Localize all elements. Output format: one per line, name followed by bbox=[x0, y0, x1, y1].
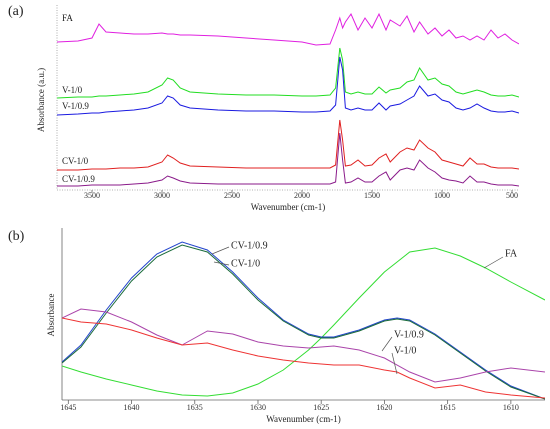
series-line bbox=[62, 241, 545, 400]
y-axis-title: Absorbance bbox=[46, 294, 56, 337]
x-tick-label: 1000 bbox=[434, 191, 450, 200]
series-label: CV-1/0 bbox=[231, 258, 260, 269]
leader-line bbox=[381, 336, 393, 352]
x-tick-label: 1630 bbox=[250, 403, 266, 412]
series-line bbox=[62, 247, 545, 397]
x-tick-label: 1640 bbox=[124, 403, 140, 412]
x-tick-label: 2500 bbox=[224, 191, 240, 200]
series-label: V-1/0 bbox=[394, 345, 416, 356]
x-axis-title: Wavenumber (cm-1) bbox=[251, 202, 326, 212]
leader-line bbox=[483, 256, 504, 269]
series-label: CV-1/0.9 bbox=[62, 174, 95, 184]
x-tick-label: 1615 bbox=[440, 403, 456, 412]
y-axis-title: Absorbance (a.u.) bbox=[36, 68, 46, 132]
series-line bbox=[57, 119, 519, 171]
series-label: V-1/0.9 bbox=[394, 329, 424, 340]
series-line bbox=[62, 308, 545, 383]
series-label: CV-1/0.9 bbox=[231, 240, 268, 251]
series-label: FA bbox=[505, 248, 518, 259]
x-axis-title: Wavenumber (cm-1) bbox=[266, 414, 341, 424]
x-tick-label: 1645 bbox=[60, 403, 76, 412]
series-label: FA bbox=[62, 13, 73, 23]
panel-label: (a) bbox=[8, 4, 24, 19]
x-tick-label: 1625 bbox=[313, 403, 329, 412]
x-tick-label: 500 bbox=[506, 191, 518, 200]
x-tick-label: 2000 bbox=[294, 191, 310, 200]
leader-line bbox=[211, 246, 230, 255]
series-line bbox=[62, 244, 545, 400]
x-tick-label: 1610 bbox=[503, 403, 519, 412]
x-tick-label: 1500 bbox=[364, 191, 380, 200]
leader-line bbox=[213, 261, 230, 266]
series-label: CV-1/0 bbox=[62, 156, 89, 166]
x-tick-label: 1620 bbox=[376, 403, 392, 412]
series-line bbox=[62, 317, 545, 399]
x-tick-label: 3000 bbox=[154, 191, 170, 200]
series-line bbox=[57, 47, 519, 99]
series-label: V-1/0 bbox=[62, 85, 83, 95]
panel-label: (b) bbox=[8, 229, 25, 244]
x-tick-label: 1635 bbox=[187, 403, 203, 412]
series-line bbox=[57, 12, 519, 46]
series-line bbox=[57, 56, 519, 116]
leader-line bbox=[391, 352, 398, 375]
series-label: V-1/0.9 bbox=[62, 101, 89, 111]
series-line bbox=[57, 132, 519, 187]
x-tick-label: 3500 bbox=[84, 191, 100, 200]
